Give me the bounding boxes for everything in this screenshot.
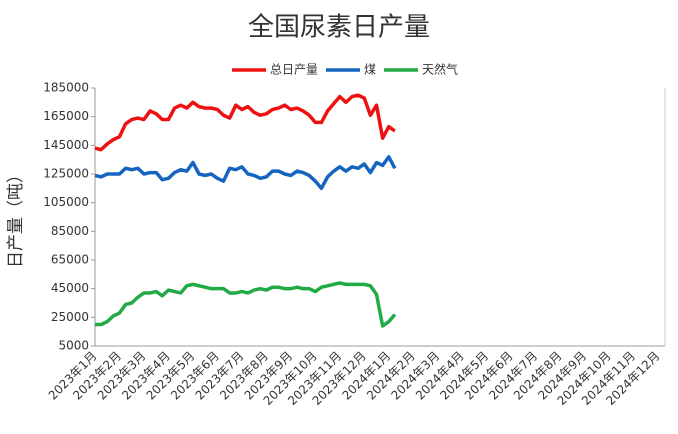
chart-title: 全国尿素日产量 xyxy=(248,13,430,43)
y-tick-label: 165000 xyxy=(43,109,89,123)
y-tick-label: 5000 xyxy=(58,339,89,353)
y-tick-label: 105000 xyxy=(43,195,89,209)
y-tick-label: 125000 xyxy=(43,167,89,181)
legend-label: 总日产量 xyxy=(270,63,318,77)
y-tick-label: 145000 xyxy=(43,138,89,152)
y-tick-label: 185000 xyxy=(43,81,89,95)
legend-label: 天然气 xyxy=(422,62,458,77)
series-line xyxy=(95,281,397,328)
y-tick-label: 85000 xyxy=(51,224,89,238)
y-tick-label: 45000 xyxy=(51,281,89,295)
y-axis-label: 日产量（吨） xyxy=(6,166,26,268)
series-line xyxy=(94,93,396,152)
y-tick-label: 25000 xyxy=(51,310,89,324)
legend-label: 煤 xyxy=(364,63,376,77)
y-tick-label: 65000 xyxy=(51,253,89,267)
series-line xyxy=(94,155,397,191)
